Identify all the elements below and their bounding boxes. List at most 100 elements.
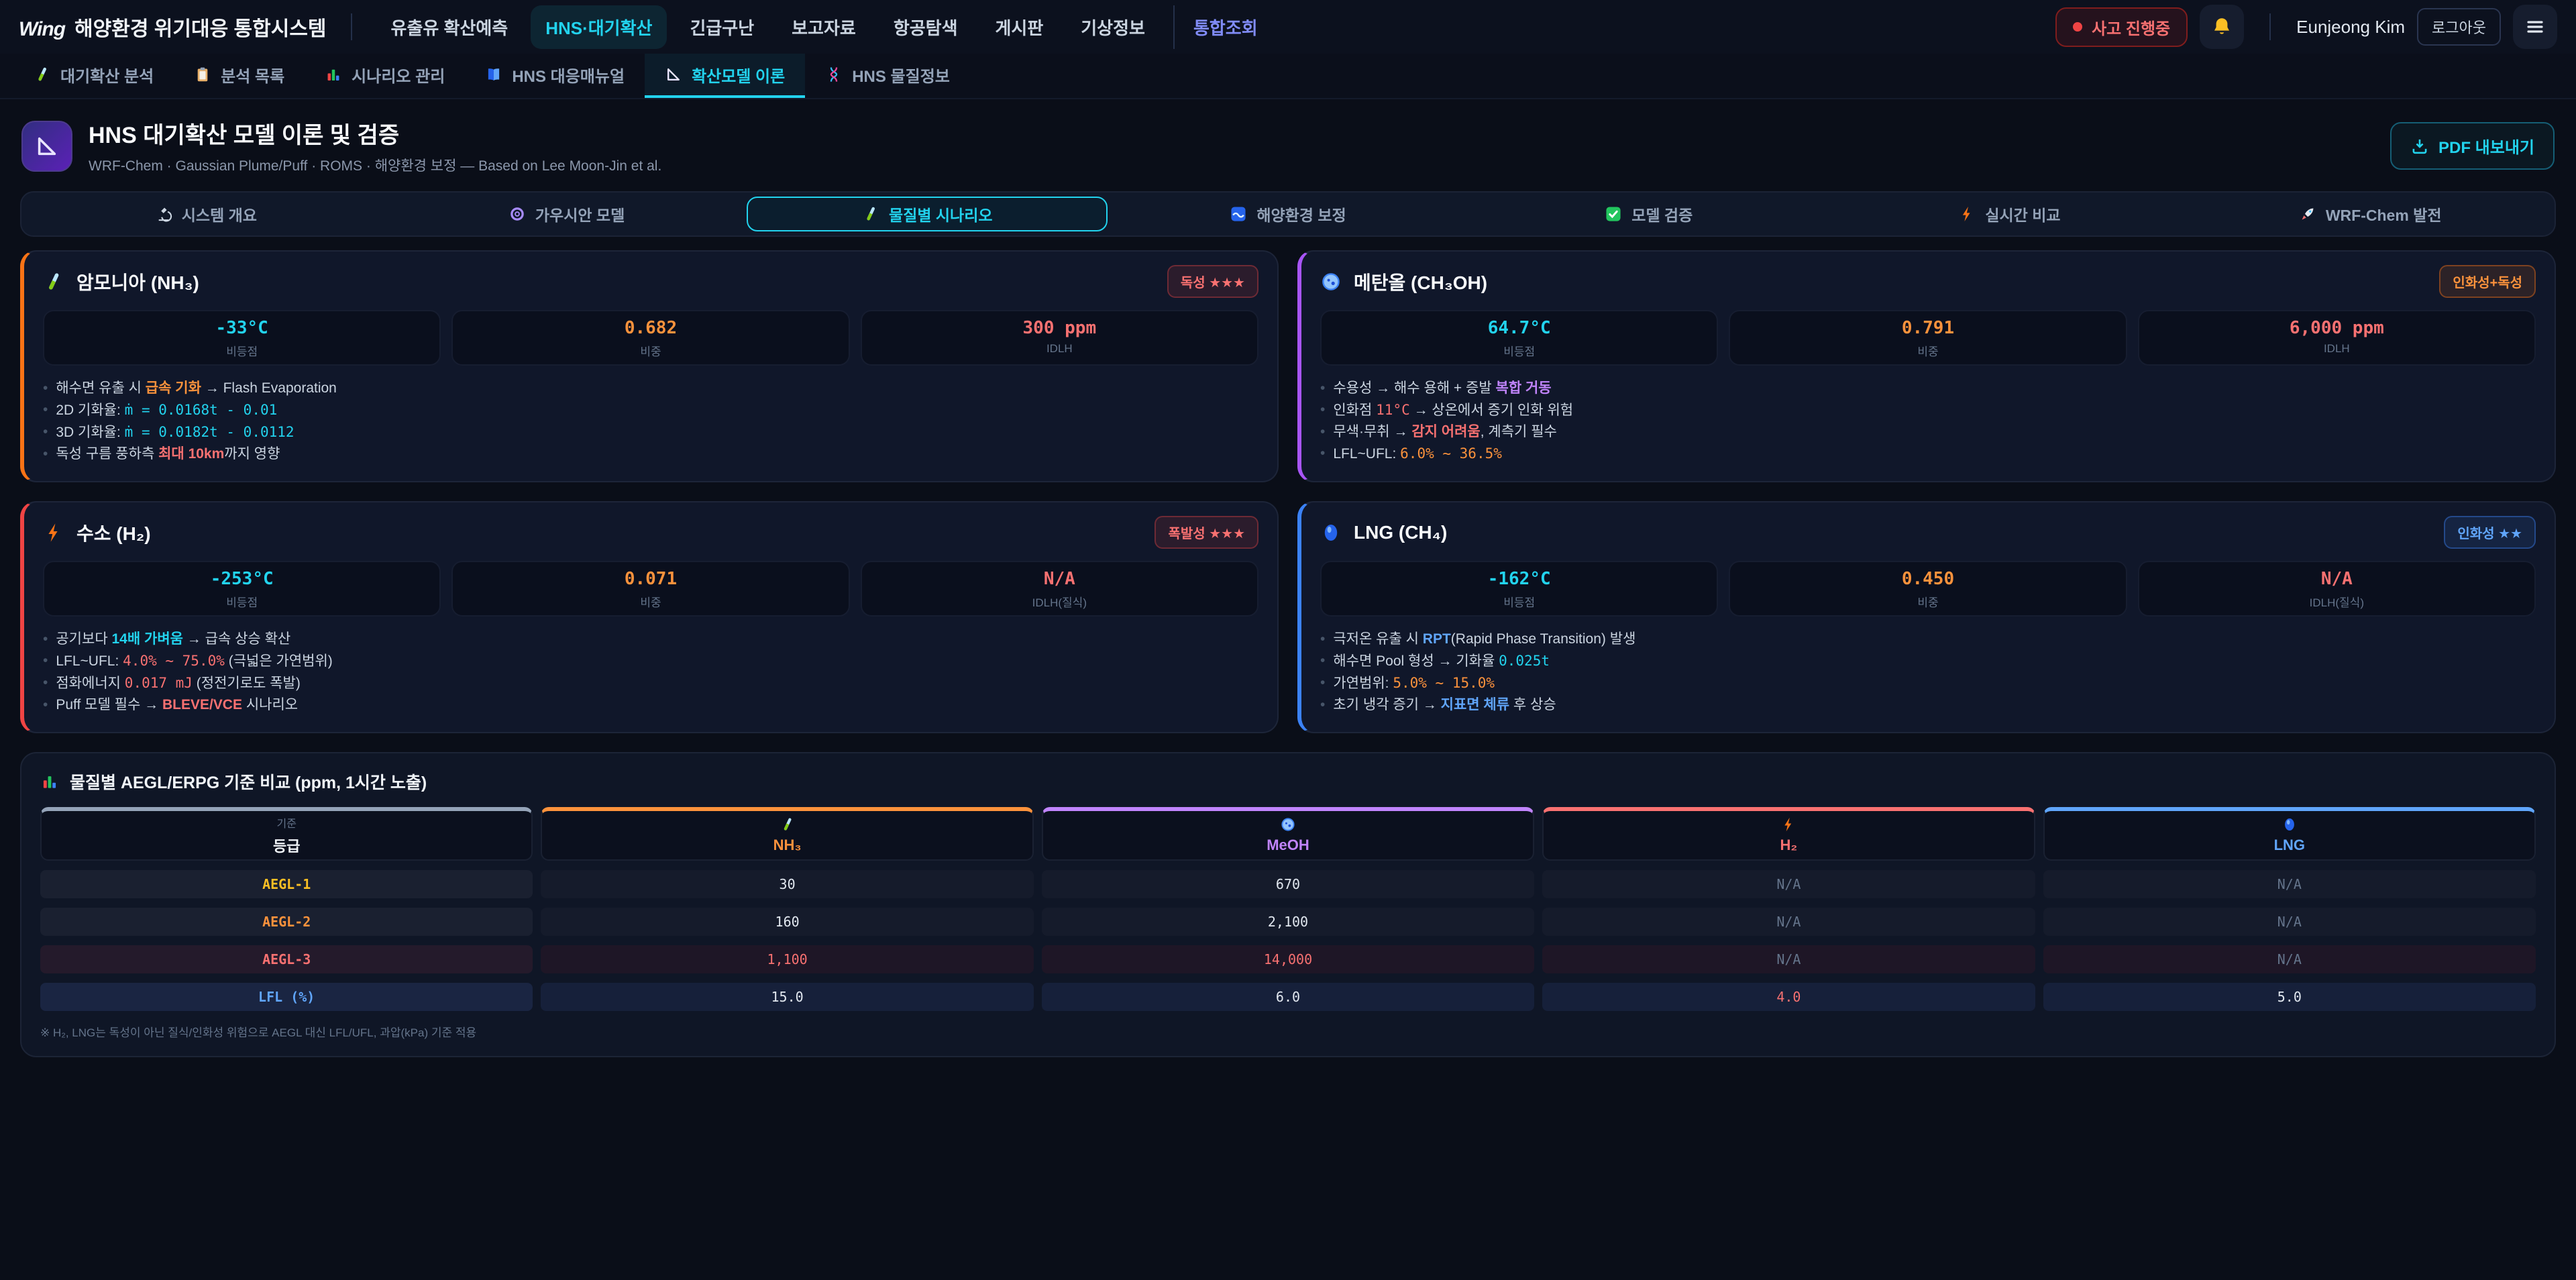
table-cell: 5.0 (2043, 983, 2536, 1011)
table-column-header: H₂ (1542, 807, 2035, 861)
stat-grid: -33°C 비등점 0.682 비중 300 ppm IDLH (43, 310, 1258, 366)
stat-box: 0.450 비중 (1729, 561, 2127, 617)
table-header-row: 기준 등급 NH₃ MeOH H₂ LNG (40, 807, 2536, 861)
incident-status-label: 사고 진행중 (2092, 19, 2171, 38)
property-bullets: 해수면 유출 시 급속 기화 → Flash Evaporation 2D 기화율… (43, 378, 1258, 465)
stat-box: N/A IDLH(질식) (860, 561, 1258, 617)
section-tab[interactable]: 물질별 시나리오 (747, 197, 1108, 231)
rocket-icon (2299, 205, 2316, 223)
stat-label: IDLH(질식) (1032, 596, 1087, 609)
stat-label: IDLH (1046, 342, 1073, 355)
book-icon (485, 66, 502, 83)
stat-label: 비중 (640, 345, 661, 358)
ruler-icon (665, 66, 682, 83)
section-tab-bar: 시스템 개요 가우시안 모델 물질별 시나리오 해양환경 보정 모델 검증 실시간 비교 W… (20, 191, 2556, 237)
subtab[interactable]: HNS 물질정보 (805, 54, 970, 98)
triangle-ruler-icon (34, 134, 60, 159)
subtab-label: 확산모델 이론 (692, 67, 786, 86)
subtab-label: 대기확산 분석 (60, 67, 154, 86)
hazard-badge: 인화성+독성 (2439, 265, 2536, 298)
row-label: AEGL-1 (40, 870, 533, 898)
app-logo: Wing 해양환경 위기대응 통합시스템 (19, 12, 327, 42)
bullet-text: 극저온 유출 시 RPT(Rapid Phase Transition) 발생 (1333, 631, 1636, 647)
section-tab[interactable]: 실시간 비교 (1829, 197, 2190, 231)
main-nav: 유출유 확산예측 HNS·대기확산 긴급구난 보고자료 항공탐색 게시판 기상정보 통합조회 (376, 5, 2045, 49)
petri-icon (1280, 816, 1296, 833)
property-bullets: 공기보다 14배 가벼움 → 급속 상승 확산 LFL~UFL: 4.0% ~ 7… (43, 629, 1258, 716)
aegl-comparison-panel: 물질별 AEGL/ERPG 기준 비교 (ppm, 1시간 노출) 기준 등급 NH… (20, 752, 2556, 1057)
table-cell: N/A (2043, 908, 2536, 936)
top-bar: Wing 해양환경 위기대응 통합시스템 유출유 확산예측 HNS·대기확산 긴급구… (0, 0, 2576, 54)
stat-value: -162°C (1487, 569, 1551, 589)
section-tab-label: 물질별 시나리오 (889, 207, 993, 224)
section-tab[interactable]: WRF-Chem 발전 (2190, 197, 2551, 231)
stat-value: 0.791 (1901, 318, 1955, 338)
table-cell: 160 (541, 908, 1034, 936)
column-header-label: MeOH (1267, 837, 1309, 853)
property-bullet: 점화에너지 0.017 mJ (정전기로도 폭발) (43, 672, 1258, 694)
nav-item[interactable]: 통합조회 (1173, 5, 1273, 49)
property-bullet: 인화점 11°C → 상온에서 증기 인화 위험 (1320, 399, 2536, 421)
section-tab[interactable]: 시스템 개요 (25, 197, 386, 231)
subtab[interactable]: 대기확산 분석 (13, 54, 174, 98)
page-subtitle: WRF-Chem · Gaussian Plume/Puff · ROMS · … (89, 158, 662, 174)
table-cell: 1,100 (541, 945, 1034, 973)
subtab[interactable]: 분석 목록 (174, 54, 305, 98)
section-tab-label: 모델 검증 (1631, 207, 1693, 224)
table-column-header: NH₃ (541, 807, 1034, 861)
subtab[interactable]: HNS 대응매뉴얼 (465, 54, 645, 98)
bullet-text: 무색·무취 → 감지 어려움, 계측기 필수 (1333, 424, 1557, 439)
bolt-icon (43, 522, 64, 543)
nav-item[interactable]: 유출유 확산예측 (390, 17, 508, 38)
stat-value: -253°C (210, 569, 274, 589)
bar-chart-icon (325, 66, 342, 83)
property-bullet: 2D 기화율: ṁ = 0.0168t - 0.01 (43, 399, 1258, 421)
column-header-label: LNG (2273, 837, 2306, 853)
bullet-text: 가연범위: 5.0% ~ 15.0% (1333, 675, 1495, 691)
hazard-badge: 독성 ★★★ (1167, 265, 1258, 298)
app-title: 해양환경 위기대응 통합시스템 (74, 18, 327, 40)
nav-item[interactable]: 보고자료 (792, 17, 856, 38)
orb-icon (2282, 816, 2298, 833)
orb-icon (1320, 522, 1342, 543)
column-header-label: NH₃ (773, 837, 802, 853)
table-body: AEGL-1 30 670 N/A N/A AEGL-2 160 2,100 N/A N/A AEG… (40, 870, 2536, 1011)
page-title: HNS 대기확산 모델 이론 및 검증 (89, 123, 400, 148)
logout-button[interactable]: 로그아웃 (2417, 8, 2501, 46)
table-column-header: LNG (2043, 807, 2536, 861)
subtab[interactable]: 시나리오 관리 (305, 54, 465, 98)
stat-value: 64.7°C (1487, 318, 1551, 338)
property-bullet: LFL~UFL: 4.0% ~ 75.0% (극넓은 가연범위) (43, 650, 1258, 672)
stat-value: 0.450 (1901, 569, 1955, 589)
section-tab[interactable]: 가우시안 모델 (386, 197, 747, 231)
stat-value: 6,000 ppm (2289, 318, 2384, 338)
table-cell: 6.0 (1041, 983, 1535, 1011)
incident-status-badge: 사고 진행중 (2055, 7, 2188, 47)
check-icon (1605, 205, 1622, 223)
table-cell: N/A (1542, 945, 2035, 973)
subtab[interactable]: 확산모델 이론 (645, 54, 806, 98)
stat-box: -253°C 비등점 (43, 561, 441, 617)
section-tab[interactable]: 모델 검증 (1468, 197, 1829, 231)
clipboard-icon (194, 66, 211, 83)
stat-grid: 64.7°C 비등점 0.791 비중 6,000 ppm IDLH (1320, 310, 2536, 366)
nav-item[interactable]: HNS·대기확산 (531, 5, 667, 49)
section-tab-label: 시스템 개요 (181, 207, 257, 224)
notification-button[interactable] (2200, 5, 2245, 49)
row-label: AEGL-2 (40, 908, 533, 936)
bullet-text: 인화점 11°C → 상온에서 증기 인화 위험 (1333, 402, 1574, 418)
pdf-export-button[interactable]: PDF 내보내기 (2390, 122, 2555, 170)
bullet-text: LFL~UFL: 6.0% ~ 36.5% (1333, 445, 1502, 462)
test-tube-icon (780, 816, 796, 833)
nav-item[interactable]: 긴급구난 (690, 17, 755, 38)
bullet-text: 해수면 Pool 형성 → 기화율 0.025t (1333, 653, 1550, 669)
bullet-text: 2D 기화율: ṁ = 0.0168t - 0.01 (56, 402, 278, 418)
stat-value: 0.071 (624, 569, 678, 589)
nav-item[interactable]: 기상정보 (1081, 17, 1145, 38)
menu-button[interactable] (2513, 5, 2557, 49)
nav-item[interactable]: 게시판 (995, 17, 1044, 38)
property-bullets: 수용성 → 해수 용해 + 증발 복합 거동인화점 11°C → 상온에서 증기… (1320, 378, 2536, 465)
section-tab[interactable]: 해양환경 보정 (1108, 197, 1468, 231)
nav-item[interactable]: 항공탐색 (893, 17, 958, 38)
column-header-label: H₂ (1780, 837, 1798, 853)
